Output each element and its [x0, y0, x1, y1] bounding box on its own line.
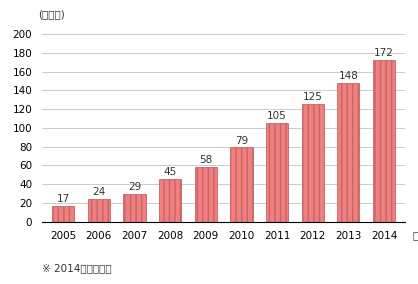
Text: 105: 105 — [267, 111, 287, 121]
Text: 29: 29 — [128, 182, 141, 193]
Bar — [230, 147, 252, 222]
Bar — [88, 199, 110, 222]
Text: ※ 2014年は予測値: ※ 2014年は予測値 — [42, 263, 112, 273]
Text: 125: 125 — [303, 93, 323, 103]
Bar — [266, 123, 288, 222]
Text: 24: 24 — [92, 187, 105, 197]
Text: （年）: （年） — [413, 230, 418, 240]
Bar — [337, 83, 359, 222]
Bar — [52, 206, 74, 222]
Bar — [123, 194, 145, 222]
Text: 148: 148 — [339, 71, 358, 81]
Text: 172: 172 — [374, 49, 394, 59]
Text: 45: 45 — [163, 168, 177, 178]
Bar — [373, 60, 395, 222]
Bar — [159, 179, 181, 222]
Text: 79: 79 — [235, 135, 248, 146]
Bar — [195, 167, 217, 222]
Text: (百万人): (百万人) — [38, 9, 65, 19]
Bar — [302, 105, 324, 222]
Text: 17: 17 — [56, 194, 70, 204]
Text: 58: 58 — [199, 155, 212, 165]
